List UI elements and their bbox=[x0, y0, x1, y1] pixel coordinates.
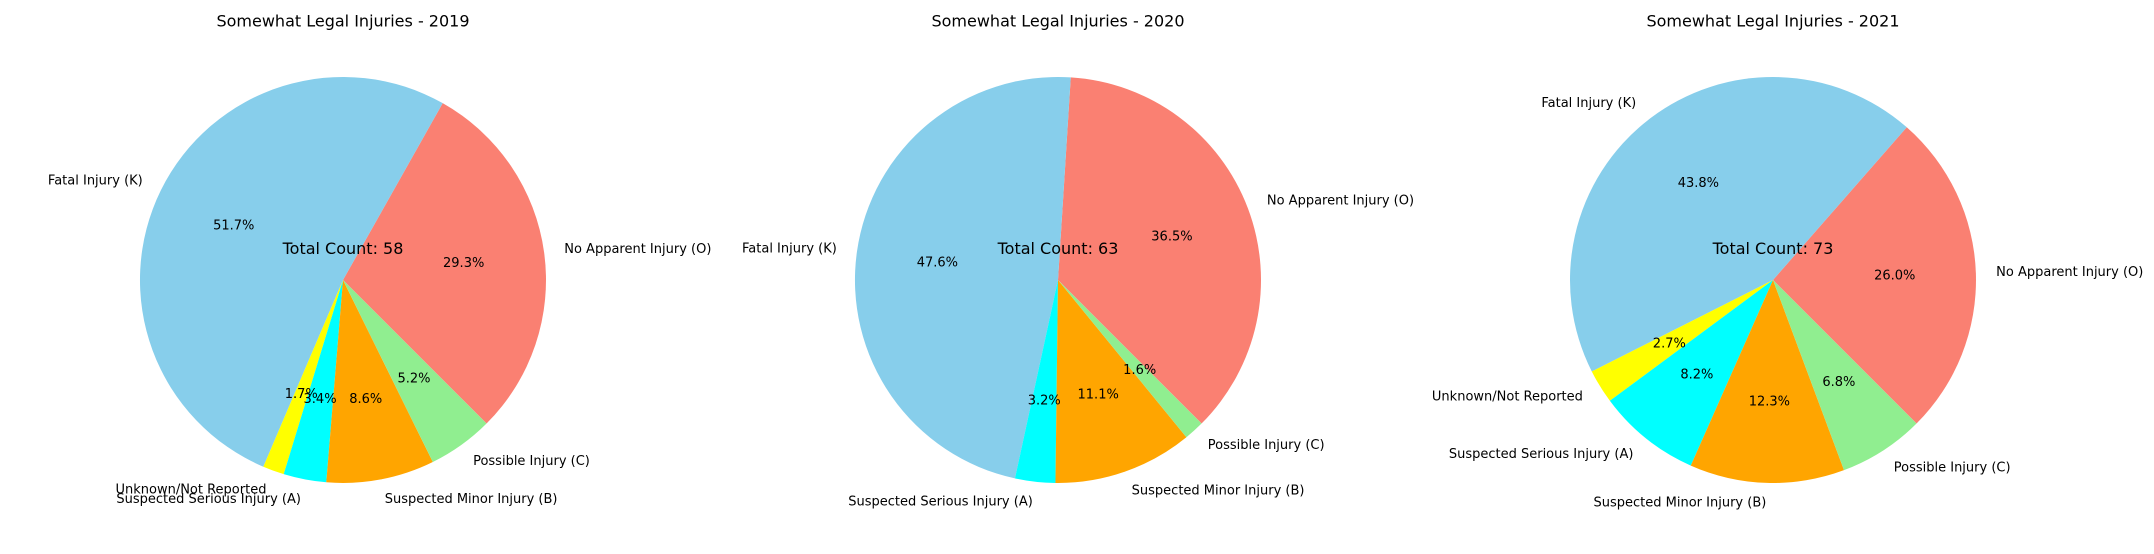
pct-label-fatal-injury-k: 43.8% bbox=[1678, 176, 1719, 191]
pie-wedges bbox=[854, 76, 1261, 483]
chart-title: Somewhat Legal Injuries - 2019 bbox=[216, 12, 469, 31]
slice-label-no-apparent-injury-o: No Apparent Injury (O) bbox=[1996, 265, 2143, 280]
pct-label-fatal-injury-k: 47.6% bbox=[917, 256, 958, 271]
slice-label-suspected-serious-injury-a: Suspected Serious Injury (A) bbox=[116, 492, 301, 507]
chart-title: Somewhat Legal Injuries - 2021 bbox=[1646, 12, 1899, 31]
slice-label-fatal-injury-k: Fatal Injury (K) bbox=[742, 242, 837, 257]
slice-label-possible-injury-c: Possible Injury (C) bbox=[1208, 438, 1325, 453]
pie-slice-fatal-injury-k bbox=[1569, 76, 1907, 372]
pie-slice-suspected-serious-injury-a bbox=[1609, 280, 1773, 466]
pct-label-no-apparent-injury-o: 36.5% bbox=[1151, 229, 1192, 244]
slice-label-suspected-serious-injury-a: Suspected Serious Injury (A) bbox=[848, 494, 1033, 509]
pie-slice-possible-injury-c bbox=[1058, 280, 1202, 438]
pct-label-unknown-not-reported: 1.7% bbox=[285, 387, 318, 402]
slice-label-possible-injury-c: Possible Injury (C) bbox=[1894, 460, 2011, 475]
pie-slice-suspected-minor-injury-b bbox=[1690, 280, 1844, 484]
pie-slice-unknown-not-reported bbox=[263, 280, 343, 475]
pie-slice-possible-injury-c bbox=[343, 280, 487, 463]
pie-chart-3: Somewhat Legal Injuries - 2021 No Apparen… bbox=[1432, 12, 2143, 511]
pie-labels: No Apparent Injury (O) 36.5% Fatal Injury … bbox=[742, 194, 1414, 510]
pie-slice-fatal-injury-k bbox=[139, 76, 443, 467]
pie-slice-possible-injury-c bbox=[1773, 280, 1917, 471]
slice-label-fatal-injury-k: Fatal Injury (K) bbox=[1541, 96, 1636, 111]
slice-label-suspected-serious-injury-a: Suspected Serious Injury (A) bbox=[1449, 447, 1634, 462]
pie-slice-suspected-serious-injury-a bbox=[1014, 280, 1058, 483]
pie-slice-suspected-serious-injury-a bbox=[283, 280, 343, 483]
slice-label-suspected-minor-injury-b: Suspected Minor Injury (B) bbox=[1132, 483, 1305, 498]
pie-slice-no-apparent-injury-o bbox=[1058, 77, 1261, 424]
slice-label-suspected-minor-injury-b: Suspected Minor Injury (B) bbox=[1594, 496, 1767, 511]
pct-label-possible-injury-c: 6.8% bbox=[1822, 375, 1855, 390]
pie-chart-1: Somewhat Legal Injuries - 2019 No Apparen… bbox=[48, 12, 711, 507]
slice-label-no-apparent-injury-o: No Apparent Injury (O) bbox=[1267, 194, 1414, 209]
pct-label-suspected-minor-injury-b: 11.1% bbox=[1078, 387, 1119, 402]
pie-slice-fatal-injury-k bbox=[854, 76, 1071, 479]
slice-label-fatal-injury-k: Fatal Injury (K) bbox=[48, 174, 143, 189]
pct-label-no-apparent-injury-o: 29.3% bbox=[443, 256, 484, 271]
pie-slice-unknown-not-reported bbox=[1591, 280, 1773, 401]
pie-slice-suspected-minor-injury-b bbox=[326, 280, 433, 484]
slice-label-possible-injury-c: Possible Injury (C) bbox=[473, 454, 590, 469]
slice-label-suspected-minor-injury-b: Suspected Minor Injury (B) bbox=[385, 492, 558, 507]
total-count-label: Total Count: 63 bbox=[997, 239, 1119, 258]
pct-label-suspected-minor-injury-b: 12.3% bbox=[1749, 394, 1790, 409]
pct-label-fatal-injury-k: 51.7% bbox=[213, 219, 254, 234]
pct-label-suspected-serious-injury-a: 8.2% bbox=[1680, 368, 1713, 383]
pct-label-suspected-minor-injury-b: 8.6% bbox=[349, 392, 382, 407]
pct-label-no-apparent-injury-o: 26.0% bbox=[1874, 268, 1915, 283]
pie-labels: No Apparent Injury (O) 29.3% Fatal Injury … bbox=[48, 174, 711, 507]
total-count-label: Total Count: 58 bbox=[282, 239, 404, 258]
pct-label-unknown-not-reported: 2.7% bbox=[1653, 336, 1686, 351]
slice-label-unknown-not-reported: Unknown/Not Reported bbox=[1432, 390, 1583, 405]
pct-label-suspected-serious-injury-a: 3.4% bbox=[304, 392, 337, 407]
slice-label-no-apparent-injury-o: No Apparent Injury (O) bbox=[564, 242, 711, 257]
pie-slice-no-apparent-injury-o bbox=[343, 103, 546, 424]
pie-slice-no-apparent-injury-o bbox=[1773, 127, 1976, 424]
pie-slice-suspected-minor-injury-b bbox=[1055, 280, 1187, 483]
total-count-label: Total Count: 73 bbox=[1712, 239, 1834, 258]
pie-labels: No Apparent Injury (O) 26.0% Fatal Injury … bbox=[1432, 96, 2143, 511]
pie-wedges bbox=[1569, 76, 1976, 484]
pct-label-possible-injury-c: 5.2% bbox=[397, 372, 430, 387]
chart-title: Somewhat Legal Injuries - 2020 bbox=[931, 12, 1184, 31]
pct-label-possible-injury-c: 1.6% bbox=[1123, 363, 1156, 378]
pie-chart-2: Somewhat Legal Injuries - 2020 No Apparen… bbox=[742, 12, 1414, 510]
pie-wedges bbox=[139, 76, 546, 484]
slice-label-unknown-not-reported: Unknown/Not Reported bbox=[115, 482, 266, 497]
pct-label-suspected-serious-injury-a: 3.2% bbox=[1028, 394, 1061, 409]
